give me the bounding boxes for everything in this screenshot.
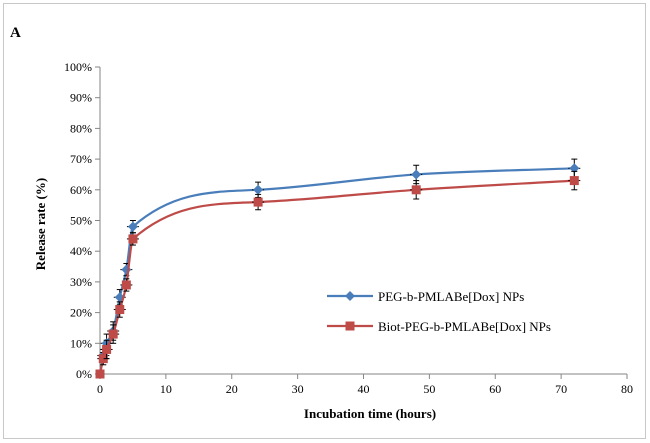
series-line-2: [98, 179, 575, 375]
x-tick-label: 50: [423, 382, 435, 396]
y-tick-label: 40%: [70, 244, 92, 258]
x-tick-label: 70: [555, 382, 567, 396]
legend-label-2: Biot-PEG-b-PMLABe[Dox] NPs: [378, 319, 551, 334]
data-point: [95, 369, 105, 379]
chart-frame: [3, 3, 646, 439]
y-tick-label: 70%: [70, 152, 92, 166]
y-tick-label: 10%: [70, 336, 92, 350]
y-tick-label: 80%: [70, 121, 92, 135]
x-tick-label: 30: [292, 382, 304, 396]
data-point: [411, 185, 421, 195]
legend-marker-diamond: [345, 291, 355, 301]
plot-area: [95, 158, 581, 379]
y-tick-label: 90%: [70, 91, 92, 105]
x-tick-label: 20: [226, 382, 238, 396]
y-tick-label: 20%: [70, 306, 92, 320]
x-tick-label: 80: [621, 382, 633, 396]
data-point: [569, 176, 579, 186]
data-point: [127, 221, 138, 232]
y-tick-label: 0%: [76, 367, 92, 381]
y-tick-label: 60%: [70, 183, 92, 197]
data-point: [569, 163, 580, 174]
data-point: [411, 169, 422, 180]
x-axis-label: Incubation time (hours): [304, 406, 436, 421]
data-point: [121, 264, 132, 275]
series-line-1: [98, 167, 575, 375]
panel-label: A: [10, 25, 21, 41]
x-tick-label: 10: [160, 382, 172, 396]
data-point: [121, 280, 131, 290]
y-axis-label: Release rate (%): [33, 178, 48, 270]
data-point: [253, 184, 264, 195]
x-tick-label: 40: [358, 382, 370, 396]
data-point: [253, 197, 263, 207]
data-point: [102, 344, 112, 354]
axes: 0% 10% 20% 30% 40% 50% 60% 70% 80% 90% 100% 0 10 20 30…: [64, 60, 633, 396]
y-tick-label: 50%: [70, 214, 92, 228]
legend-marker-square: [345, 321, 355, 331]
data-point: [128, 234, 138, 244]
y-tick-label: 30%: [70, 275, 92, 289]
data-point: [115, 305, 125, 315]
legend-label-1: PEG-b-PMLABe[Dox] NPs: [378, 289, 524, 304]
data-point: [98, 354, 108, 364]
x-tick-label: 0: [97, 382, 103, 396]
data-point: [108, 329, 118, 339]
legend: PEG-b-PMLABe[Dox] NPs Biot-PEG-b-PMLABe[D…: [327, 289, 551, 334]
y-tick-label: 100%: [64, 60, 92, 74]
x-tick-label: 60: [489, 382, 501, 396]
